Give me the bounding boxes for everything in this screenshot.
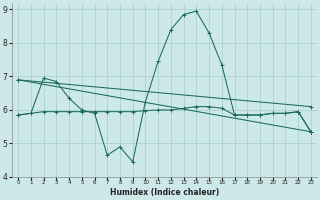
X-axis label: Humidex (Indice chaleur): Humidex (Indice chaleur) <box>110 188 219 197</box>
